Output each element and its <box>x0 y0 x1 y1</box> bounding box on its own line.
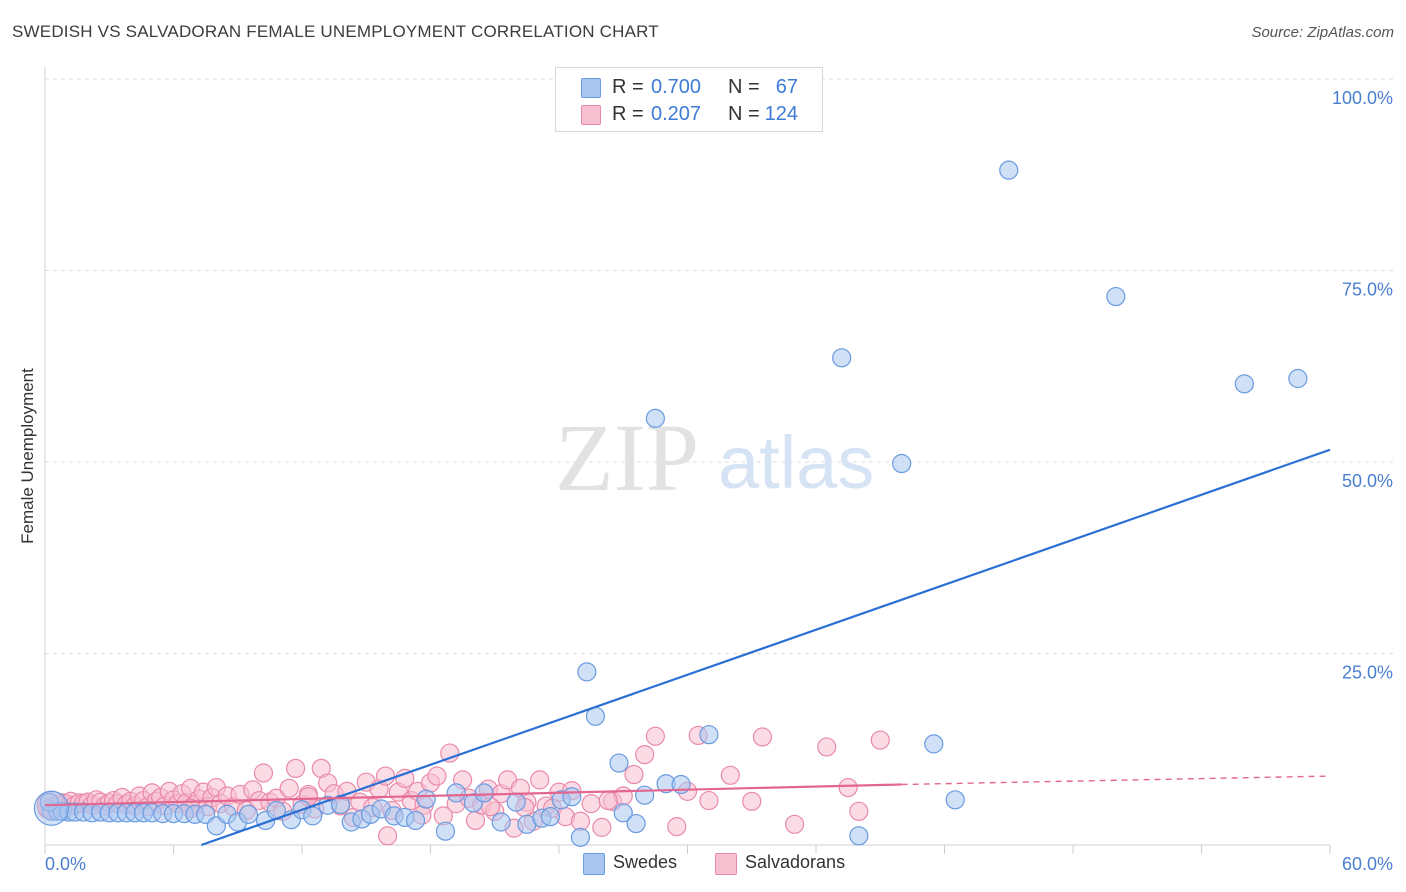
watermark-atlas: atlas <box>718 421 874 504</box>
y-tick-label: 25.0% <box>1342 663 1393 683</box>
legend-label-swedes: Swedes <box>613 852 678 872</box>
legend-swatch-swedes <box>581 78 601 98</box>
legend-label-salvadorans: Salvadorans <box>745 852 846 872</box>
legend-row-swedes: R = 0.700 N = 67 <box>556 74 822 102</box>
watermark-zip: ZIP <box>555 404 699 511</box>
chart-source: Source: ZipAtlas.com <box>1251 24 1394 41</box>
salvadorans-point[interactable] <box>784 814 805 834</box>
swedes-point[interactable] <box>570 827 591 847</box>
swedes-point[interactable] <box>303 806 323 826</box>
salvadorans-point[interactable] <box>624 764 644 785</box>
swedes-point[interactable] <box>435 821 456 841</box>
salvadorans-point[interactable] <box>720 765 740 785</box>
y-axis-label: Female Unemployment <box>18 368 37 544</box>
swedes-point[interactable] <box>609 753 629 773</box>
legend-swatch-salvadorans <box>581 105 601 125</box>
legend-swatch-salvadorans <box>715 853 737 875</box>
legend-swatch-swedes <box>583 853 605 875</box>
swedes-trend-line <box>200 448 1331 847</box>
swedes-point[interactable] <box>562 787 582 807</box>
axes <box>44 67 1331 854</box>
salvadorans-point[interactable] <box>581 794 601 814</box>
x-tick-label: 0.0% <box>45 854 86 874</box>
salvadorans-point[interactable] <box>378 826 398 846</box>
swedes-point[interactable] <box>645 408 665 428</box>
salvadorans-points <box>36 725 890 846</box>
swedes-point[interactable] <box>892 453 912 474</box>
axis-labels: 25.0% 50.0% 75.0% 100.0% 0.0% 60.0% Female Une… <box>18 88 1393 874</box>
swedes-point[interactable] <box>577 662 597 682</box>
salvadorans-point[interactable] <box>395 768 415 788</box>
swedes-point[interactable] <box>491 812 511 832</box>
swedes-point[interactable] <box>446 783 466 803</box>
grid-lines <box>45 78 1393 654</box>
stats-legend: R = 0.700 N = 67 R = 0.207 N = 124 <box>555 67 823 132</box>
swedes-point[interactable] <box>924 734 944 754</box>
swedes-points <box>33 160 1308 847</box>
y-tick-label: 75.0% <box>1342 280 1393 300</box>
salvadorans-point[interactable] <box>742 791 762 811</box>
swedes-point-cluster[interactable] <box>33 790 70 826</box>
salvadorans-point[interactable] <box>752 727 773 747</box>
legend-row-salvadorans: R = 0.207 N = 124 <box>556 101 822 129</box>
legend-n-value: 67 <box>775 76 798 98</box>
swedes-point[interactable] <box>540 807 561 827</box>
salvadorans-point[interactable] <box>838 777 858 798</box>
salvadorans-point[interactable] <box>667 817 687 837</box>
salvadorans-point[interactable] <box>375 766 396 786</box>
swedes-point[interactable] <box>506 792 526 812</box>
salvadorans-point[interactable] <box>849 801 869 821</box>
trend-lines <box>44 448 1331 847</box>
watermark: ZIP atlas <box>555 404 874 511</box>
salvadorans-trend-line <box>44 783 902 807</box>
salvadorans-point[interactable] <box>870 730 890 750</box>
salvadorans-point[interactable] <box>645 726 665 746</box>
salvadorans-point[interactable] <box>253 763 274 783</box>
swedes-point[interactable] <box>416 789 436 809</box>
legend-n-label: N = <box>728 76 760 98</box>
salvadorans-point[interactable] <box>699 790 719 811</box>
salvadorans-point[interactable] <box>285 758 306 779</box>
y-tick-label: 100.0% <box>1332 88 1393 108</box>
swedes-point[interactable] <box>626 813 646 834</box>
salvadorans-point[interactable] <box>427 766 447 786</box>
swedes-point[interactable] <box>1106 286 1126 307</box>
chart-title: SWEDISH VS SALVADORAN FEMALE UNEMPLOYMEN… <box>12 22 659 41</box>
swedes-point[interactable] <box>635 785 655 805</box>
swedes-point[interactable] <box>945 790 965 810</box>
salvadorans-point[interactable] <box>570 811 591 831</box>
swedes-point[interactable] <box>1234 374 1254 394</box>
swedes-point[interactable] <box>999 160 1019 180</box>
swedes-point[interactable] <box>613 803 633 823</box>
x-tick-label: 60.0% <box>1342 854 1393 874</box>
legend-n-label: N = <box>728 103 760 125</box>
legend-r-label: R = <box>612 103 644 125</box>
y-tick-label: 50.0% <box>1342 471 1393 491</box>
swedes-point[interactable] <box>238 804 259 824</box>
swedes-point[interactable] <box>1288 368 1308 389</box>
salvadorans-point[interactable] <box>635 745 655 765</box>
legend-r-value: 0.700 <box>651 76 702 98</box>
legend-n-value: 124 <box>764 103 798 125</box>
salvadorans-point[interactable] <box>592 817 612 837</box>
swedes-point[interactable] <box>405 810 426 831</box>
swedes-point[interactable] <box>832 348 852 368</box>
legend-r-label: R = <box>612 76 644 98</box>
salvadorans-point[interactable] <box>530 770 550 790</box>
swedes-point[interactable] <box>849 826 869 846</box>
swedes-point[interactable] <box>474 783 494 803</box>
swedes-point[interactable] <box>699 725 719 745</box>
salvadorans-point[interactable] <box>279 778 299 798</box>
salvadorans-point[interactable] <box>817 737 837 757</box>
salvadorans-trend-extension <box>901 775 1331 786</box>
salvadorans-point[interactable] <box>598 790 618 811</box>
legend-r-value: 0.207 <box>651 103 702 125</box>
